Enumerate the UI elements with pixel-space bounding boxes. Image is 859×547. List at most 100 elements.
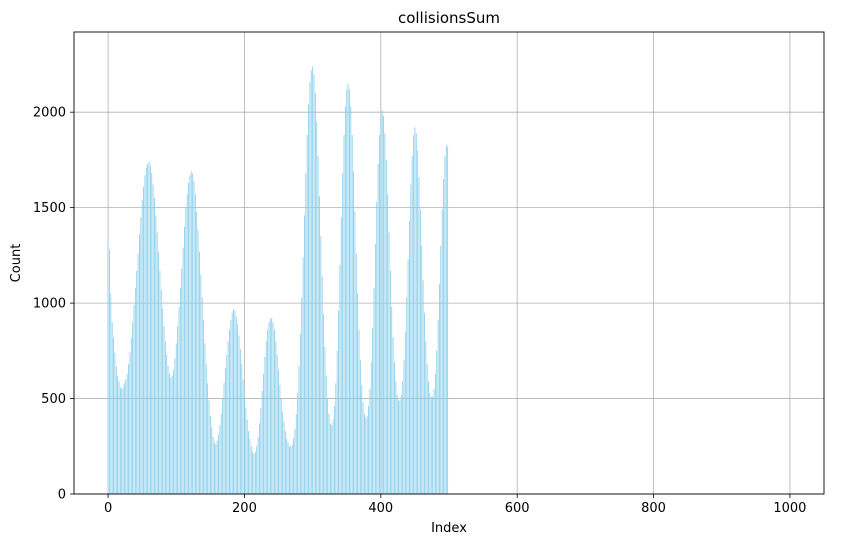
bar xyxy=(244,394,245,494)
bar xyxy=(234,310,236,494)
bar xyxy=(279,385,281,494)
bar xyxy=(174,358,176,494)
bar xyxy=(124,383,125,494)
bar xyxy=(130,337,132,494)
bar xyxy=(434,373,436,494)
bar xyxy=(184,226,185,494)
bar xyxy=(389,270,391,494)
x-tick-label: 800 xyxy=(641,501,666,516)
bar xyxy=(237,324,239,494)
bar xyxy=(332,419,334,494)
bar xyxy=(353,171,354,494)
bar xyxy=(133,305,135,494)
bar xyxy=(370,362,372,494)
y-tick-label: 1500 xyxy=(33,201,66,216)
bar xyxy=(310,70,312,494)
bar xyxy=(263,373,264,494)
bar xyxy=(241,364,243,494)
bar xyxy=(339,264,341,494)
bar xyxy=(189,175,191,494)
y-axis-ticks: 0 500 1000 1500 2000 xyxy=(33,106,74,503)
bar xyxy=(346,89,348,494)
bar xyxy=(313,74,315,494)
bar xyxy=(328,413,330,494)
bar xyxy=(347,83,349,494)
x-tick-label: 400 xyxy=(368,501,393,516)
bar xyxy=(159,270,161,494)
bar xyxy=(121,389,123,494)
bar xyxy=(141,200,143,494)
bar xyxy=(259,423,260,494)
bar xyxy=(373,287,375,494)
bar xyxy=(203,320,204,494)
bar xyxy=(364,413,365,494)
bar xyxy=(430,396,432,494)
bar xyxy=(394,362,395,494)
bar xyxy=(396,394,398,494)
bar xyxy=(136,270,138,494)
bar xyxy=(249,438,251,494)
bar xyxy=(276,354,278,494)
bar xyxy=(359,360,361,494)
bar xyxy=(340,217,342,494)
bar xyxy=(125,379,127,494)
bar xyxy=(317,156,319,494)
bar xyxy=(336,350,338,494)
bar xyxy=(107,242,109,494)
bar xyxy=(376,201,378,494)
bar xyxy=(377,163,379,494)
bar xyxy=(411,156,413,494)
bar xyxy=(238,335,240,494)
bar xyxy=(425,341,427,494)
bar xyxy=(365,417,367,494)
bar xyxy=(421,245,423,494)
bar xyxy=(275,341,277,494)
bar xyxy=(319,196,320,494)
bar xyxy=(433,389,435,494)
bar xyxy=(148,161,150,494)
bar xyxy=(224,368,226,494)
bar xyxy=(402,381,404,494)
bar xyxy=(253,453,255,494)
bar xyxy=(344,106,346,495)
bar xyxy=(289,446,290,494)
bar xyxy=(417,150,419,494)
bar xyxy=(154,198,155,494)
bar xyxy=(286,438,288,494)
bar xyxy=(436,350,438,494)
bar xyxy=(182,247,184,494)
bar xyxy=(164,341,166,494)
bar xyxy=(410,184,412,494)
bar xyxy=(171,375,173,494)
bar xyxy=(302,257,304,494)
bar xyxy=(219,425,221,494)
bar xyxy=(357,293,359,494)
bar xyxy=(227,341,229,494)
bar xyxy=(419,209,421,494)
bar xyxy=(314,93,316,494)
bar xyxy=(140,217,142,494)
plot-frame xyxy=(73,31,825,495)
bar xyxy=(294,429,296,494)
bar xyxy=(298,366,300,494)
bar xyxy=(291,444,293,494)
bar xyxy=(306,135,308,494)
bar xyxy=(384,133,386,494)
bar xyxy=(231,312,233,494)
bar xyxy=(271,318,273,494)
bar xyxy=(395,381,397,494)
bar xyxy=(342,173,344,495)
bar xyxy=(381,110,383,494)
bar xyxy=(343,135,345,494)
bar xyxy=(199,251,200,494)
bar xyxy=(406,297,408,494)
bar xyxy=(439,284,440,494)
chart-title: collisionsSum xyxy=(398,9,500,27)
bar xyxy=(308,104,309,494)
bar xyxy=(335,383,337,494)
bar xyxy=(144,175,146,494)
bar xyxy=(242,379,244,494)
bar xyxy=(190,171,192,494)
bar xyxy=(299,333,301,494)
bar xyxy=(409,221,410,494)
